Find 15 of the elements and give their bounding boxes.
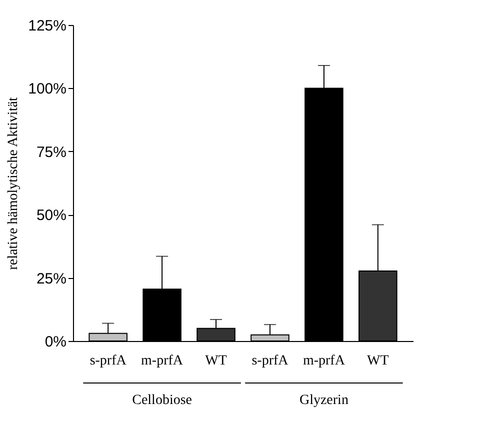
text: Cellobiose — [132, 393, 192, 408]
y-tick-label: 75% — [36, 144, 66, 161]
y-tick-label: 100% — [28, 80, 66, 98]
x-tick-label: WT — [205, 354, 228, 368]
x-tick-label: s-prfA — [252, 354, 290, 368]
y-tick-label: 50% — [36, 207, 66, 224]
x-tick-label: m-prfA — [141, 354, 184, 368]
text: Glyzerin — [299, 393, 348, 408]
y-tick-label: 25% — [36, 270, 66, 288]
x-tick-label: m-prfA — [302, 354, 346, 368]
y-tick-label: 125% — [28, 18, 66, 34]
y-axis-title: relative hämolytische Aktivität — [6, 97, 22, 270]
x-tick-label: s-prfA — [90, 354, 128, 368]
x-tick-label: WT — [367, 354, 390, 368]
y-tick-label: 0% — [44, 334, 66, 350]
